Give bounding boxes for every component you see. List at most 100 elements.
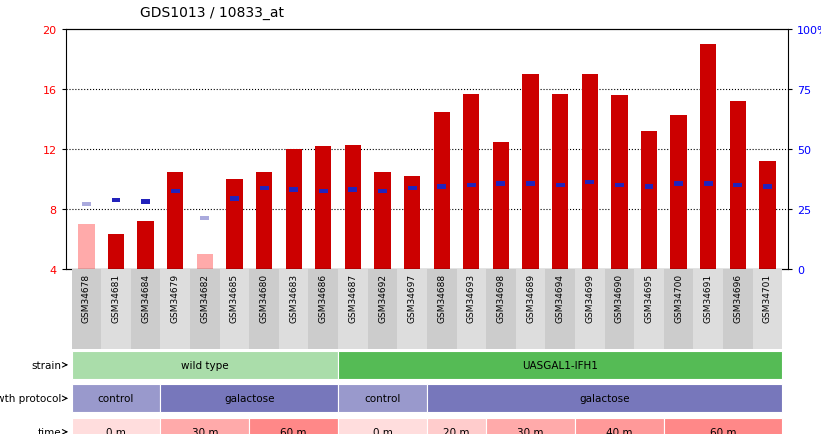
Text: GSM34700: GSM34700 bbox=[674, 273, 683, 322]
Bar bbox=[230, 197, 239, 201]
Bar bbox=[763, 185, 772, 189]
Bar bbox=[200, 216, 209, 220]
Bar bbox=[723, 269, 753, 349]
Bar bbox=[82, 203, 91, 207]
Bar bbox=[516, 269, 545, 349]
Text: GSM34683: GSM34683 bbox=[289, 273, 298, 322]
Text: GSM34681: GSM34681 bbox=[112, 273, 121, 322]
Bar bbox=[427, 385, 782, 412]
Bar bbox=[160, 269, 190, 349]
Text: 20 m: 20 m bbox=[443, 427, 470, 434]
Bar bbox=[615, 184, 624, 187]
Text: GSM34693: GSM34693 bbox=[467, 273, 476, 322]
Bar bbox=[108, 235, 124, 269]
Bar bbox=[171, 189, 180, 194]
Text: time: time bbox=[38, 427, 62, 434]
Bar bbox=[227, 180, 242, 269]
Bar bbox=[112, 198, 121, 203]
Text: GSM34690: GSM34690 bbox=[615, 273, 624, 322]
Bar bbox=[131, 269, 160, 349]
Text: GSM34688: GSM34688 bbox=[438, 273, 447, 322]
Bar bbox=[427, 269, 456, 349]
Bar bbox=[71, 418, 160, 434]
Text: control: control bbox=[365, 394, 401, 403]
Bar bbox=[259, 187, 268, 191]
Text: GSM34687: GSM34687 bbox=[348, 273, 357, 322]
Bar bbox=[433, 112, 450, 269]
Text: 60 m: 60 m bbox=[281, 427, 307, 434]
Bar bbox=[438, 185, 446, 189]
Text: galactose: galactose bbox=[580, 394, 630, 403]
Text: GSM34679: GSM34679 bbox=[171, 273, 180, 322]
Text: 30 m: 30 m bbox=[517, 427, 544, 434]
Bar bbox=[338, 385, 427, 412]
Bar bbox=[71, 385, 160, 412]
Bar bbox=[664, 269, 694, 349]
Bar bbox=[190, 269, 220, 349]
Text: GSM34701: GSM34701 bbox=[763, 273, 772, 322]
Bar bbox=[279, 269, 309, 349]
Bar bbox=[467, 184, 476, 187]
Bar bbox=[664, 418, 782, 434]
Bar bbox=[289, 188, 298, 192]
Bar bbox=[486, 418, 575, 434]
Bar bbox=[345, 145, 361, 269]
Text: GSM34686: GSM34686 bbox=[319, 273, 328, 322]
Bar bbox=[167, 172, 183, 269]
Bar bbox=[71, 351, 338, 379]
Text: GSM34684: GSM34684 bbox=[141, 273, 150, 322]
Bar bbox=[634, 269, 664, 349]
Bar bbox=[733, 184, 742, 187]
Text: GSM34694: GSM34694 bbox=[556, 273, 565, 322]
Text: strain: strain bbox=[31, 360, 62, 370]
Bar bbox=[522, 75, 539, 269]
Bar bbox=[197, 254, 213, 269]
Bar bbox=[315, 147, 332, 269]
Text: wild type: wild type bbox=[181, 360, 229, 370]
Bar bbox=[730, 102, 746, 269]
Bar bbox=[671, 115, 686, 269]
Bar bbox=[575, 418, 664, 434]
Bar bbox=[556, 184, 565, 187]
Bar bbox=[404, 177, 420, 269]
Bar bbox=[374, 172, 391, 269]
Bar bbox=[250, 269, 279, 349]
Bar bbox=[704, 182, 713, 186]
Bar bbox=[644, 185, 654, 189]
Bar bbox=[378, 189, 387, 194]
Bar bbox=[575, 269, 604, 349]
Bar bbox=[486, 269, 516, 349]
Bar bbox=[700, 45, 717, 269]
Text: GDS1013 / 10833_at: GDS1013 / 10833_at bbox=[140, 6, 283, 20]
Text: GSM34699: GSM34699 bbox=[585, 273, 594, 322]
Text: growth protocol: growth protocol bbox=[0, 394, 62, 403]
Bar bbox=[585, 181, 594, 184]
Text: GSM34678: GSM34678 bbox=[82, 273, 91, 322]
Text: control: control bbox=[98, 394, 134, 403]
Bar bbox=[338, 351, 782, 379]
Bar bbox=[319, 189, 328, 194]
Bar bbox=[493, 142, 509, 269]
Text: GSM34695: GSM34695 bbox=[644, 273, 654, 322]
Bar bbox=[753, 269, 782, 349]
Bar bbox=[552, 95, 568, 269]
Bar bbox=[641, 132, 657, 269]
Text: 60 m: 60 m bbox=[710, 427, 736, 434]
Bar bbox=[759, 161, 776, 269]
Bar bbox=[309, 269, 338, 349]
Text: GSM34698: GSM34698 bbox=[497, 273, 506, 322]
Bar bbox=[604, 269, 634, 349]
Text: GSM34696: GSM34696 bbox=[733, 273, 742, 322]
Bar bbox=[141, 200, 150, 204]
Text: GSM34691: GSM34691 bbox=[704, 273, 713, 322]
Text: 0 m: 0 m bbox=[373, 427, 392, 434]
Bar bbox=[408, 187, 416, 191]
Bar bbox=[497, 182, 506, 186]
Bar bbox=[137, 221, 154, 269]
Bar bbox=[397, 269, 427, 349]
Bar bbox=[694, 269, 723, 349]
Text: 30 m: 30 m bbox=[191, 427, 218, 434]
Text: UASGAL1-IFH1: UASGAL1-IFH1 bbox=[522, 360, 599, 370]
Bar bbox=[250, 418, 338, 434]
Bar bbox=[456, 269, 486, 349]
